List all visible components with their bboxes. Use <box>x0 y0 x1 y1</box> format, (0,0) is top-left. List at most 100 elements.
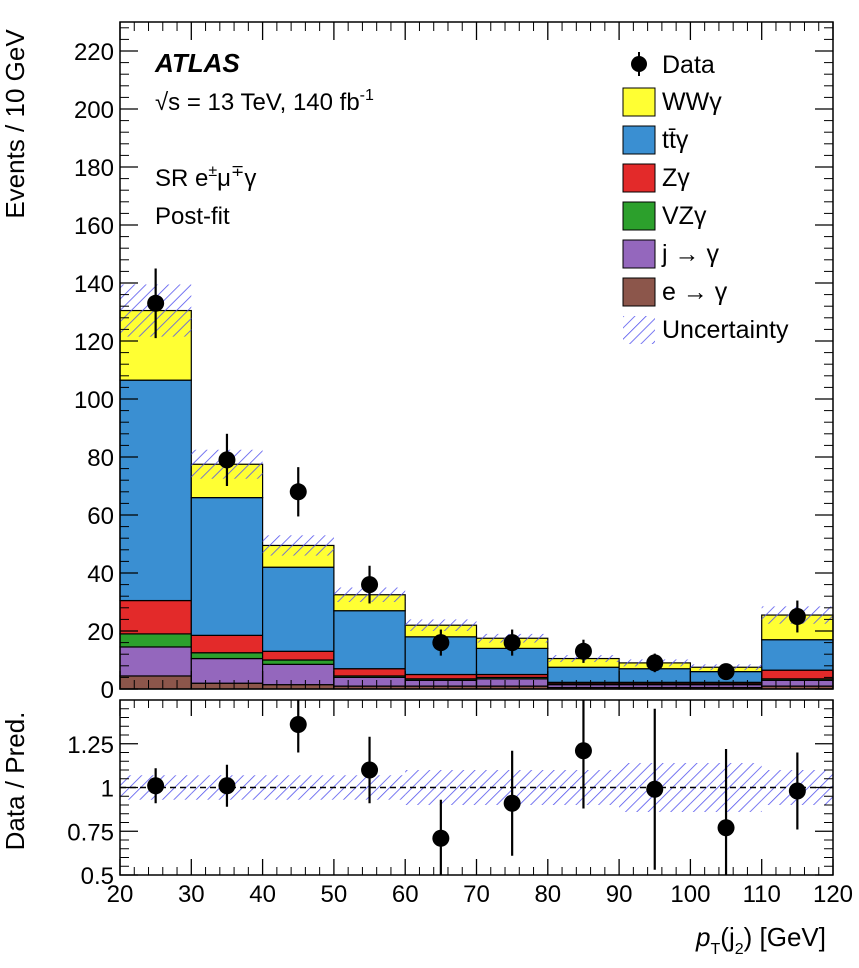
legend: Data WWγ tt̄γ Zγ VZγ j → γ e → γ Uncert <box>622 51 789 344</box>
bar-vz-bin-2 <box>262 659 335 665</box>
ratio-point-8 <box>717 819 735 837</box>
ratio-point-1 <box>218 777 236 795</box>
ratio-panel: 0.5 0.75 1 1.25 20 30 40 50 60 70 80 90 100 110 120 <box>67 699 853 908</box>
xtick-label-7: 90 <box>606 881 633 908</box>
legend-ele-label: e → γ <box>662 278 728 306</box>
bar-jet-bin-3 <box>333 676 406 687</box>
data-point-2 <box>289 483 307 501</box>
main-ytick-label-6: 120 <box>74 329 114 356</box>
uncertainty-band-bin-2 <box>262 535 334 556</box>
bar-tt-bin-0 <box>119 379 192 602</box>
legend-vz-swatch <box>622 201 656 231</box>
main-ytick-label-5: 100 <box>74 387 114 414</box>
xtick-label-4: 60 <box>392 881 419 908</box>
data-point-8 <box>717 663 735 681</box>
energy-label: √s = 13 TeV, 140 fb-1 <box>155 87 374 116</box>
xlabel: pT(j2) [GeV] <box>695 922 826 958</box>
bar-jet-bin-9 <box>761 679 834 687</box>
legend-ele: e → γ <box>622 277 728 307</box>
legend-data: Data <box>631 51 715 79</box>
bar-jet-bin-5 <box>475 678 549 687</box>
ratio-ytick-label-2: 1 <box>101 776 114 803</box>
ratio-point-9 <box>788 782 806 800</box>
ratio-point-5 <box>503 794 521 812</box>
bar-tt-bin-1 <box>190 497 264 636</box>
legend-tt-label: tt̄γ <box>662 126 689 154</box>
legend-uncertainty-swatch <box>623 316 655 344</box>
ratio-ytick-label-3: 1.25 <box>67 732 114 759</box>
xtick-label-5: 70 <box>463 881 490 908</box>
fit-label: Post-fit <box>155 203 230 230</box>
data-point-0 <box>147 294 165 312</box>
bar-z-bin-9 <box>761 669 834 680</box>
xtick-label-6: 80 <box>534 881 561 908</box>
main-ytick-label-1: 20 <box>87 619 114 646</box>
bar-jet-bin-2 <box>262 663 335 686</box>
legend-jet-label: j → γ <box>661 240 719 268</box>
legend-ele-swatch <box>622 277 656 307</box>
data-point-1 <box>218 451 236 469</box>
data-point-6 <box>574 642 592 660</box>
legend-uncertainty: Uncertainty <box>623 316 789 344</box>
legend-vz-label: VZγ <box>662 202 707 230</box>
legend-ww: WWγ <box>622 87 722 117</box>
bar-jet-bin-4 <box>404 679 478 687</box>
main-ytick-label-9: 180 <box>74 155 114 182</box>
bar-tt-bin-6 <box>547 666 620 683</box>
xtick-label-9: 110 <box>743 881 781 908</box>
region-label: SR e±μ∓γ <box>155 163 256 192</box>
bar-z-bin-0 <box>119 599 192 635</box>
legend-data-label: Data <box>662 51 715 79</box>
bar-z-bin-2 <box>262 650 335 661</box>
xtick-label-3: 50 <box>321 881 348 908</box>
ratio-point-4 <box>432 829 450 847</box>
bar-z-bin-4 <box>404 673 478 680</box>
legend-tt: tt̄γ <box>622 125 689 155</box>
main-ytick-label-3: 60 <box>87 503 114 530</box>
bar-tt-bin-2 <box>262 566 335 652</box>
legend-jet-swatch <box>622 239 656 269</box>
bar-tt-bin-9 <box>761 639 834 671</box>
ratio-ytick-label-1: 0.75 <box>67 819 114 846</box>
main-ytick-label-11: 220 <box>74 39 114 66</box>
bar-ele-bin-1 <box>190 682 264 690</box>
legend-z: Zγ <box>622 163 690 193</box>
ratio-point-2 <box>289 716 307 733</box>
legend-ww-swatch <box>622 87 656 117</box>
data-point-3 <box>361 576 379 594</box>
bar-jet-bin-1 <box>190 657 264 684</box>
legend-tt-swatch <box>622 125 656 155</box>
main-ytick-label-10: 200 <box>74 97 114 124</box>
bar-ele-bin-0 <box>119 675 192 690</box>
main-ylabel: Events / 10 GeV <box>0 29 30 219</box>
bar-vz-bin-0 <box>119 633 192 648</box>
atlas-label: ATLAS <box>154 48 240 78</box>
ratio-frame <box>119 699 834 876</box>
bar-z-bin-3 <box>333 668 406 677</box>
main-ytick-label-7: 140 <box>74 271 114 298</box>
ratio-point-7 <box>646 780 664 798</box>
main-ytick-label-4: 80 <box>87 445 114 472</box>
main-panel: 0 20 40 60 80 100 120 140 160 180 200 220 <box>74 21 834 704</box>
main-ytick-label-8: 160 <box>74 213 114 240</box>
ratio-point-3 <box>361 761 379 779</box>
ratio-point-6 <box>574 742 592 760</box>
legend-vz: VZγ <box>622 201 707 231</box>
main-frame <box>119 21 834 690</box>
legend-ww-label: WWγ <box>662 88 722 116</box>
data-point-5 <box>503 634 521 652</box>
xtick-label-2: 40 <box>249 881 276 908</box>
bar-vz-bin-1 <box>190 652 264 660</box>
xtick-label-1: 30 <box>178 881 205 908</box>
main-ytick-label-0: 0 <box>101 677 114 704</box>
data-point-4 <box>432 634 450 652</box>
bar-jet-bin-0 <box>119 646 192 677</box>
legend-z-swatch <box>622 163 656 193</box>
ratio-point-0 <box>147 777 165 795</box>
data-point-9 <box>788 608 806 625</box>
bar-tt-bin-3 <box>333 610 406 670</box>
uncertainty-band-bin-4 <box>405 619 477 631</box>
legend-jet: j → γ <box>622 239 719 269</box>
legend-uncertainty-label: Uncertainty <box>662 316 789 344</box>
